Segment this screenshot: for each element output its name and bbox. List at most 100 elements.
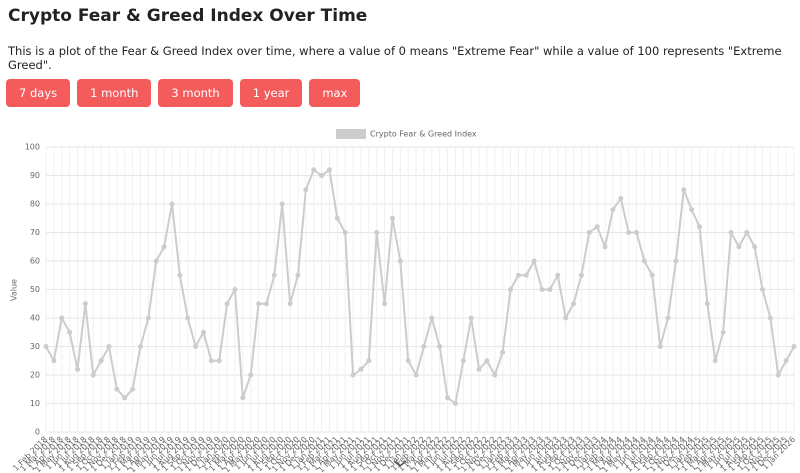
data-point <box>319 173 325 178</box>
data-point <box>224 301 230 307</box>
data-point <box>350 372 356 378</box>
series-line <box>45 168 795 406</box>
range-button[interactable]: 1 month <box>77 79 152 107</box>
data-point <box>531 258 537 264</box>
data-point <box>90 372 96 378</box>
data-point <box>673 258 679 264</box>
data-point <box>177 272 183 278</box>
data-point <box>122 395 128 401</box>
data-point <box>43 344 49 349</box>
data-point <box>720 329 726 335</box>
data-point <box>303 187 309 193</box>
range-buttons: 7 days 1 month 3 month 1 year max <box>6 79 361 107</box>
data-point <box>641 258 647 264</box>
data-point <box>74 366 80 372</box>
data-point <box>137 344 143 349</box>
data-point <box>366 358 372 364</box>
data-point <box>728 230 734 235</box>
data-point <box>791 344 797 349</box>
data-point <box>649 272 655 278</box>
data-point <box>279 201 285 207</box>
data-point <box>539 287 545 292</box>
y-tick-label: 10 <box>30 399 40 408</box>
data-point <box>413 372 419 378</box>
data-point <box>153 258 159 264</box>
data-point <box>437 344 443 349</box>
scroll-chevron[interactable] <box>393 460 407 467</box>
data-point <box>736 244 742 250</box>
range-button[interactable]: 3 month <box>158 79 233 107</box>
data-point <box>523 272 529 278</box>
data-point <box>468 315 474 321</box>
data-point <box>500 349 506 355</box>
data-point <box>248 372 254 378</box>
data-point <box>421 344 427 349</box>
data-point <box>492 372 498 378</box>
data-point <box>760 287 766 292</box>
data-point <box>358 366 364 372</box>
data-point <box>114 386 120 392</box>
data-point <box>783 358 789 364</box>
data-point <box>200 329 206 335</box>
y-tick-label: 30 <box>30 342 40 351</box>
y-tick-label: 100 <box>25 143 40 152</box>
data-point <box>311 167 317 173</box>
data-point <box>287 301 293 307</box>
data-point <box>452 401 458 406</box>
data-point <box>515 272 521 278</box>
data-point <box>563 315 569 321</box>
y-tick-label: 80 <box>30 200 40 209</box>
data-point <box>476 366 482 372</box>
y-tick-label: 0 <box>35 428 40 437</box>
data-point <box>602 244 608 250</box>
range-button[interactable]: 7 days <box>6 79 71 107</box>
data-point <box>610 207 616 213</box>
data-point <box>51 358 57 364</box>
data-point <box>397 258 403 264</box>
data-point <box>626 230 632 235</box>
data-point <box>82 301 88 307</box>
data-point <box>752 244 758 250</box>
data-point <box>618 195 624 201</box>
data-point <box>697 224 703 230</box>
data-point <box>429 315 435 321</box>
range-button[interactable]: 1 year <box>239 79 303 107</box>
data-point <box>634 230 640 235</box>
data-point <box>586 230 592 235</box>
data-point <box>232 287 238 292</box>
data-point <box>342 230 348 235</box>
range-button[interactable]: max <box>309 79 361 107</box>
data-point <box>712 358 718 364</box>
data-point <box>665 315 671 321</box>
data-point <box>744 230 750 235</box>
data-point <box>657 344 663 349</box>
data-point <box>681 187 687 193</box>
legend-label: Crypto Fear & Greed Index <box>370 130 477 139</box>
data-point <box>106 344 112 349</box>
y-tick-label: 70 <box>30 228 40 237</box>
y-tick-label: 50 <box>30 285 40 294</box>
y-tick-label: 40 <box>30 314 40 323</box>
data-point <box>98 358 104 364</box>
page-title: Crypto Fear & Greed Index Over Time <box>8 6 368 26</box>
y-axis-label: Value <box>10 279 19 301</box>
y-tick-label: 20 <box>30 371 40 380</box>
data-point <box>295 272 301 278</box>
data-point <box>767 315 773 321</box>
data-point <box>389 215 395 221</box>
data-point <box>571 301 577 307</box>
data-point <box>169 201 175 207</box>
data-point <box>185 315 191 321</box>
data-point <box>382 301 388 307</box>
data-point <box>689 207 695 213</box>
data-point <box>216 358 222 364</box>
data-point <box>271 272 277 278</box>
data-point <box>445 395 451 401</box>
data-point <box>256 301 262 307</box>
data-point <box>704 301 710 307</box>
data-point <box>547 287 553 292</box>
data-point <box>59 315 65 321</box>
data-point <box>193 344 199 349</box>
